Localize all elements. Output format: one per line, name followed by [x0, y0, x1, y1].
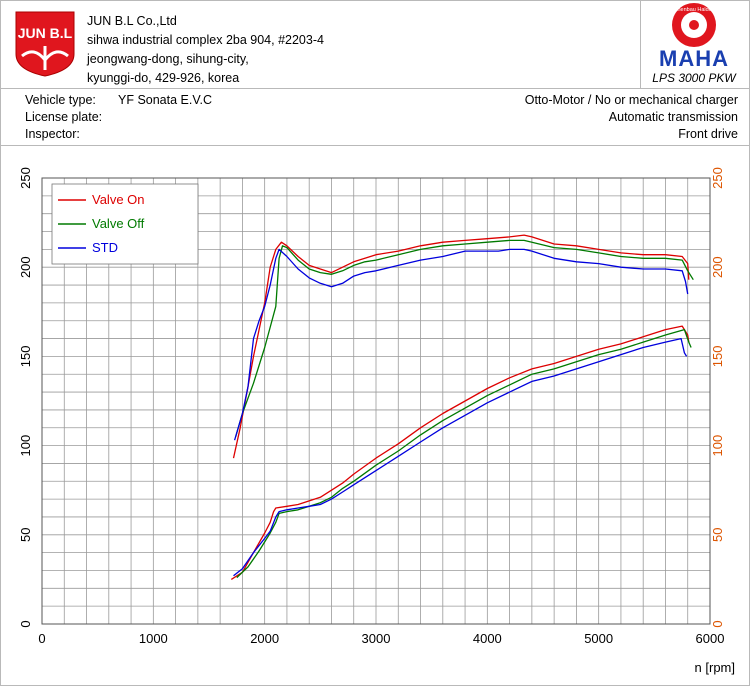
chart-legend: Valve On Valve Off STD — [51, 183, 199, 265]
dyno-model: LPS 3000 PKW — [652, 71, 736, 85]
transmission-type: Automatic transmission — [608, 110, 738, 124]
logo-text: JUN B.L — [18, 25, 73, 41]
x-tick-label: 1000 — [139, 631, 168, 646]
y-tick-label: 200 — [18, 256, 33, 278]
series-valve-off-lower-line — [236, 328, 692, 579]
address-line-3: kyunggi-do, 429-926, korea — [87, 71, 240, 85]
x-tick-label: 2000 — [250, 631, 279, 646]
drive-type: Front drive — [678, 127, 738, 141]
maha-logo-box: Maschinenbau Haldenwang MAHA LPS 3000 PK… — [640, 0, 750, 88]
y2-tick-label: 50 — [710, 528, 725, 542]
x-tick-label: 6000 — [696, 631, 725, 646]
maha-logo-text: MAHA — [659, 46, 729, 70]
jun-bl-logo: JUN B.L — [15, 11, 75, 77]
y2-tick-label: 0 — [710, 620, 725, 627]
chart-axes: 0 1000 2000 3000 4000 5000 6000050100150200250… — [18, 167, 725, 646]
inspector-label: Inspector: — [25, 127, 80, 141]
vehicle-info: Vehicle type: YF Sonata E.V.C Otto-Motor… — [0, 89, 750, 146]
license-plate-label: License plate: — [25, 110, 103, 124]
series-valve-on-upper-line — [232, 234, 690, 459]
legend-label-valve-on: Valve On — [92, 192, 145, 207]
plot-border — [41, 177, 711, 625]
y-tick-label: 250 — [18, 167, 33, 189]
series-valve-off-upper-line — [235, 239, 694, 437]
x-tick-label: 3000 — [362, 631, 391, 646]
series-std-upper-line — [233, 248, 689, 441]
y2-tick-label: 250 — [710, 167, 725, 189]
y2-tick-label: 150 — [710, 346, 725, 368]
address-line-1: sihwa industrial complex 2ba 904, #2203-… — [87, 33, 324, 47]
company-address: JUN B.L Co.,Ltd sihwa industrial complex… — [87, 12, 324, 88]
company-name: JUN B.L Co.,Ltd — [87, 14, 177, 28]
engine-type: Otto-Motor / No or mechanical charger — [524, 93, 738, 107]
vehicle-type-label: Vehicle type: — [25, 93, 96, 107]
y-tick-label: 100 — [18, 435, 33, 457]
x-axis-label: n [rpm] — [695, 660, 735, 675]
address-line-2: jeongwang-dong, sihung-city, — [87, 52, 249, 66]
chart-lines — [230, 234, 694, 580]
maha-logo: Maschinenbau Haldenwang MAHA — [659, 3, 729, 71]
y2-tick-label: 200 — [710, 256, 725, 278]
dyno-chart: 0 1000 2000 3000 4000 5000 6000050100150200250… — [18, 167, 735, 675]
report-header: JUN B.L JUN B.L Co.,Ltd sihwa industrial… — [0, 0, 750, 89]
legend-label-valve-off: Valve Off — [92, 216, 145, 231]
y-tick-label: 150 — [18, 346, 33, 368]
y-tick-label: 50 — [18, 528, 33, 542]
x-tick-label: 4000 — [473, 631, 502, 646]
x-tick-label: 0 — [38, 631, 45, 646]
vehicle-type-value: YF Sonata E.V.C — [118, 93, 213, 107]
legend-label-std: STD — [92, 240, 118, 255]
y2-tick-label: 100 — [710, 435, 725, 457]
x-tick-label: 5000 — [584, 631, 613, 646]
series-std-lower-line — [233, 337, 688, 577]
series-valve-on-lower-line — [230, 325, 690, 580]
maha-ring-text: Maschinenbau Haldenwang — [660, 7, 728, 13]
y-tick-label: 0 — [18, 620, 33, 627]
